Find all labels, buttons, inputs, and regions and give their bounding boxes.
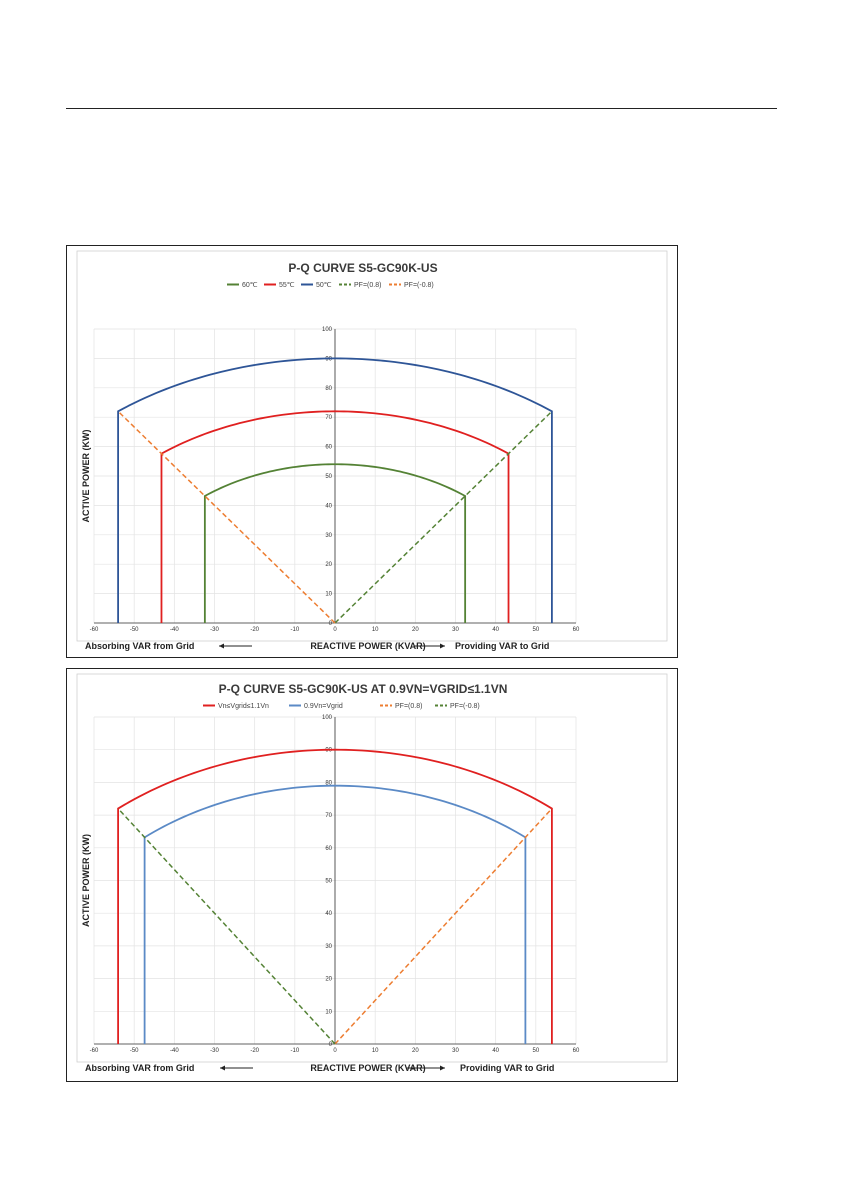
x-tick-label: -20: [250, 1048, 259, 1054]
y-tick-label: 20: [325, 562, 332, 568]
x-tick-label: -50: [130, 1048, 139, 1054]
left-arrow-icon: [219, 643, 224, 649]
chart-svg: P-Q CURVE S5-GC90K-US 60℃ 55℃ 50℃ PF=(0.8) PF…: [76, 250, 668, 651]
y-tick-label: 0: [329, 621, 333, 627]
providing-note: Providing VAR to Grid: [455, 641, 549, 651]
plot-area-border: [76, 673, 668, 1063]
power-factor-line: [334, 808, 553, 1045]
y-tick-label: 100: [322, 327, 333, 333]
x-tick-label: 60: [573, 1048, 580, 1054]
y-tick-label: 20: [325, 977, 332, 983]
chart-svg: P-Q CURVE S5-GC90K-US AT 0.9VN=VGRID≤1.1…: [76, 673, 668, 1073]
x-tick-label: 60: [573, 627, 580, 633]
y-tick-label: 40: [325, 911, 332, 917]
chart-title: P-Q CURVE S5-GC90K-US AT 0.9VN=VGRID≤1.1…: [219, 682, 508, 696]
absorbing-note: Absorbing VAR from Grid: [85, 641, 194, 651]
series-curve: [203, 463, 467, 623]
pq-chart-temperature: P-Q CURVE S5-GC90K-US 60℃ 55℃ 50℃ PF=(0.8) PF…: [66, 245, 678, 658]
x-axis-label: REACTIVE POWER (KVAR): [310, 1063, 425, 1073]
plot-area-border: [76, 250, 668, 642]
y-axis-label: ACTIVE POWER (KW): [81, 834, 91, 927]
y-tick-label: 90: [325, 748, 332, 754]
y-tick-label: 90: [325, 356, 332, 362]
x-tick-label: -40: [170, 1048, 179, 1054]
pq-chart-voltage: P-Q CURVE S5-GC90K-US AT 0.9VN=VGRID≤1.1…: [66, 668, 678, 1082]
x-tick-label: -60: [90, 1048, 99, 1054]
x-axis-label: REACTIVE POWER (KVAR): [310, 641, 425, 651]
x-tick-label: -60: [90, 627, 99, 633]
right-arrow-icon: [440, 1065, 445, 1071]
legend-label: PF=(-0.8): [404, 282, 434, 289]
x-tick-label: 50: [532, 1048, 539, 1054]
legend-label: PF=(0.8): [354, 282, 381, 289]
legend-label: PF=(0.8): [395, 703, 422, 710]
legend-label: 50℃: [316, 282, 332, 289]
legend-label: 60℃: [242, 282, 258, 289]
x-tick-label: 30: [452, 627, 459, 633]
left-arrow-icon: [220, 1065, 225, 1071]
legend-label: 55℃: [279, 282, 295, 289]
x-tick-label: 0: [333, 627, 337, 633]
x-tick-label: -10: [290, 1048, 299, 1054]
power-factor-line: [117, 808, 336, 1045]
x-tick-label: 10: [372, 1048, 379, 1054]
header-rule: [66, 108, 777, 109]
y-tick-label: 30: [325, 533, 332, 539]
y-tick-label: 50: [325, 474, 332, 480]
x-tick-label: 10: [372, 627, 379, 633]
right-arrow-icon: [440, 643, 445, 649]
y-tick-label: 60: [325, 445, 332, 451]
y-tick-label: 40: [325, 503, 332, 509]
x-tick-label: -30: [210, 627, 219, 633]
y-tick-label: 80: [325, 386, 332, 392]
y-tick-label: 30: [325, 944, 332, 950]
y-axis-label: ACTIVE POWER (KW): [81, 430, 91, 523]
series-curve: [117, 357, 553, 623]
y-tick-label: 80: [325, 780, 332, 786]
x-tick-label: 20: [412, 1048, 419, 1054]
providing-note: Providing VAR to Grid: [460, 1063, 554, 1073]
x-tick-label: 50: [532, 627, 539, 633]
y-tick-label: 10: [325, 1009, 332, 1015]
legend-label: 0.9Vn=Vgrid: [304, 703, 343, 710]
power-factor-line: [334, 410, 553, 624]
x-tick-label: -10: [290, 627, 299, 633]
x-tick-label: 20: [412, 627, 419, 633]
y-tick-label: 70: [325, 415, 332, 421]
y-tick-label: 70: [325, 813, 332, 819]
power-factor-line: [117, 410, 336, 624]
x-tick-label: 0: [333, 1048, 337, 1054]
x-tick-label: -20: [250, 627, 259, 633]
legend-label: PF=(-0.8): [450, 703, 480, 710]
absorbing-note: Absorbing VAR from Grid: [85, 1063, 194, 1073]
x-tick-label: -30: [210, 1048, 219, 1054]
series-curve: [143, 784, 527, 1044]
x-tick-label: -40: [170, 627, 179, 633]
legend-label: Vn≤Vgrid≤1.1Vn: [218, 703, 269, 710]
x-tick-label: 30: [452, 1048, 459, 1054]
x-tick-label: 40: [492, 1048, 499, 1054]
series-curve: [160, 410, 510, 623]
y-tick-label: 60: [325, 846, 332, 852]
x-tick-label: 40: [492, 627, 499, 633]
y-tick-label: 50: [325, 879, 332, 885]
y-tick-label: 100: [322, 715, 333, 721]
x-tick-label: -50: [130, 627, 139, 633]
y-tick-label: 10: [325, 592, 332, 598]
series-curve: [117, 748, 553, 1044]
y-tick-label: 0: [329, 1042, 333, 1048]
chart-title: P-Q CURVE S5-GC90K-US: [288, 261, 437, 275]
